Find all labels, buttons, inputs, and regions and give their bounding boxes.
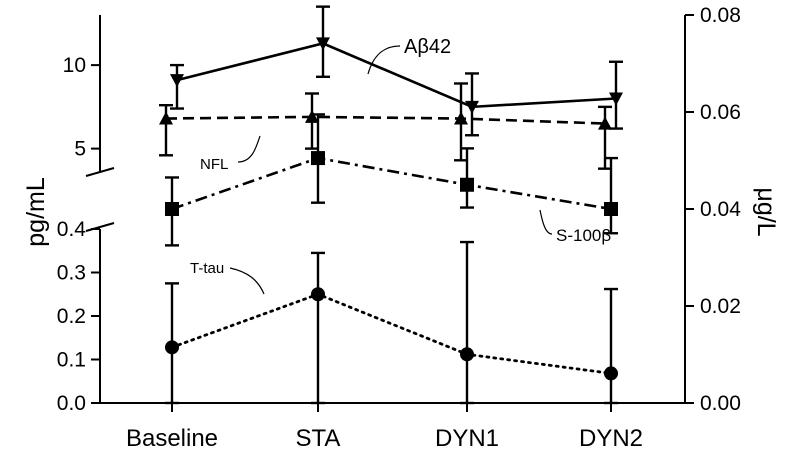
series-layer bbox=[159, 5, 623, 405]
axis-break-mark-lower bbox=[85, 222, 115, 232]
left-upper-tick-label: 10 bbox=[63, 54, 86, 77]
axis-break-mark-upper bbox=[85, 167, 115, 177]
series-s-100 bbox=[165, 113, 618, 247]
data-point bbox=[311, 151, 325, 166]
right-tick-label: 0.06 bbox=[700, 101, 741, 124]
series-label-abeta42: Aβ42 bbox=[404, 36, 451, 58]
right-tick-label: 0.00 bbox=[700, 392, 741, 415]
series-label-t-tau: T-tau bbox=[190, 260, 224, 277]
series-line bbox=[171, 156, 612, 211]
leader-t-tau bbox=[229, 267, 265, 295]
data-point bbox=[465, 100, 479, 114]
right-tick-label: 0.04 bbox=[700, 198, 741, 221]
data-point bbox=[165, 202, 179, 216]
data-point bbox=[460, 347, 474, 362]
left-upper-tick-label: 5 bbox=[74, 138, 86, 161]
right-tick-label: 0.08 bbox=[700, 4, 741, 27]
axes: 5 10 0.0 0.1 0.2 0.3 0.4 0.00 0.02 0.04 0.06 0.08 Ba… bbox=[57, 4, 741, 452]
data-point bbox=[311, 287, 325, 302]
data-point bbox=[460, 177, 474, 192]
series-line bbox=[170, 292, 613, 375]
left-axis-title: pg/mL bbox=[22, 177, 50, 247]
series-line bbox=[176, 42, 617, 109]
leader-abeta42 bbox=[367, 45, 401, 75]
series-line bbox=[165, 115, 606, 125]
series-t-tau bbox=[165, 240, 618, 405]
data-point bbox=[170, 74, 184, 88]
data-point bbox=[316, 37, 330, 51]
x-tick-label: DYN2 bbox=[579, 425, 643, 452]
series-label-s100b: S-100β bbox=[556, 226, 611, 245]
left-lower-tick-label: 0.0 bbox=[57, 392, 86, 415]
data-point bbox=[598, 116, 612, 130]
right-tick-label: 0.02 bbox=[700, 295, 741, 318]
series-leaders bbox=[229, 45, 553, 295]
data-point bbox=[454, 111, 468, 125]
x-tick-label: DYN1 bbox=[435, 425, 499, 452]
labels: pg/mL μg/L Aβ42 NFL S-100β T-tau bbox=[22, 36, 780, 295]
left-lower-tick-label: 0.3 bbox=[57, 262, 86, 285]
left-lower-tick-label: 0.4 bbox=[57, 218, 87, 241]
left-lower-tick-label: 0.2 bbox=[57, 305, 86, 328]
left-lower-tick-label: 0.1 bbox=[57, 349, 86, 372]
data-point bbox=[604, 366, 618, 381]
leader-s100b bbox=[539, 209, 553, 235]
data-point bbox=[305, 109, 319, 123]
data-point bbox=[165, 340, 179, 355]
right-axis-title: μg/L bbox=[752, 187, 780, 236]
data-point bbox=[159, 111, 173, 125]
x-tick-label: Baseline bbox=[126, 425, 218, 452]
leader-nfl bbox=[237, 135, 261, 163]
series-a-42 bbox=[170, 5, 623, 137]
data-point bbox=[609, 92, 623, 106]
data-point bbox=[604, 202, 618, 216]
series-label-nfl: NFL bbox=[200, 156, 228, 173]
x-tick-label: STA bbox=[296, 425, 341, 452]
